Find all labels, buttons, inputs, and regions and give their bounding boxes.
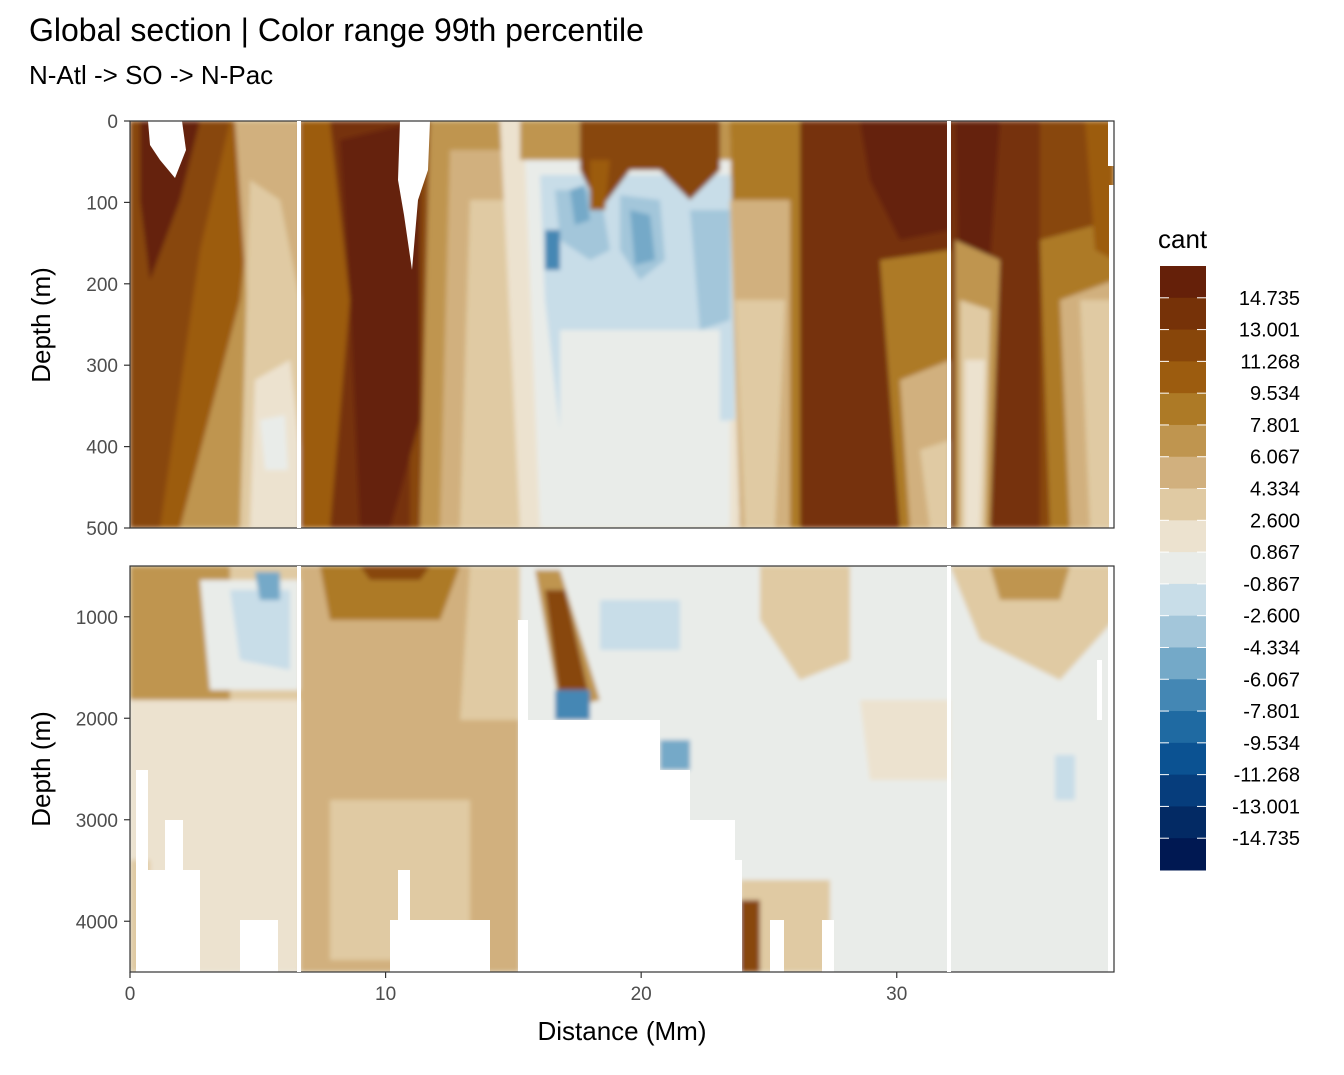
legend-label: -7.801: [1243, 701, 1300, 723]
legend-label: 13.001: [1239, 320, 1300, 342]
bathymetry-gap: [240, 920, 278, 972]
legend-label: 11.268: [1240, 351, 1300, 373]
y-tick-label: 300: [86, 356, 118, 377]
legend-swatch: [1160, 838, 1206, 871]
legend-swatch: [1160, 615, 1206, 648]
section-breaks: [297, 121, 951, 972]
legend-swatch: [1160, 329, 1206, 362]
bathymetry-gap: [390, 920, 490, 972]
legend-label: -11.268: [1234, 765, 1300, 787]
chart-title: Global section | Color range 99th percen…: [29, 12, 644, 48]
legend-label: -0.867: [1243, 574, 1300, 596]
legend-swatch: [1160, 424, 1206, 458]
y-tick-label: 4000: [76, 912, 118, 933]
legend-title: cant: [1158, 224, 1208, 254]
legend-label: 7.801: [1250, 415, 1300, 437]
bathymetry-gap: [1097, 660, 1102, 720]
y-axis-label-upper: Depth (m): [26, 267, 56, 383]
legend-label: -9.534: [1243, 733, 1300, 755]
legend-label: 4.334: [1250, 479, 1300, 501]
x-tick-label: 20: [631, 984, 652, 1005]
panel-lower-frame: [129, 565, 1115, 973]
legend-swatch: [1160, 711, 1206, 744]
legend-label: -13.001: [1232, 796, 1300, 818]
legend-swatch: [1160, 647, 1206, 680]
y-tick-label: 1000: [76, 608, 118, 629]
y-tick-label: 200: [86, 275, 118, 296]
legend-label: 14.735: [1239, 288, 1300, 310]
y-tick-label: 100: [86, 193, 118, 214]
legend-label: 0.867: [1250, 542, 1300, 564]
legend-label: 2.600: [1250, 510, 1300, 532]
heatmap-lower-panel: [130, 566, 1114, 972]
x-tick-label: 0: [125, 984, 136, 1005]
x-tick-label: 30: [886, 984, 907, 1005]
panel-upper-frame: [129, 120, 1115, 529]
bathymetry-gap: [770, 920, 784, 972]
legend: cant 14.735 13.001 11.268 9.534 7.801 6.067 4.…: [1158, 224, 1300, 871]
bathymetry-gap: [165, 820, 183, 870]
legend-label: 6.067: [1250, 447, 1300, 469]
legend-label: -4.334: [1243, 637, 1300, 659]
y-tick-label: 500: [86, 519, 118, 540]
legend-swatch: [1160, 679, 1206, 712]
legend-label: 9.534: [1250, 383, 1300, 405]
legend-label: -2.600: [1243, 606, 1300, 628]
y-tick-label: 3000: [76, 811, 118, 832]
legend-swatch: [1160, 552, 1206, 585]
y-tick-label: 0: [107, 112, 118, 133]
bathymetry-gap: [1108, 566, 1114, 972]
legend-swatch: [1160, 361, 1206, 394]
bathymetry-gap: [735, 860, 742, 972]
y-tick-label: 2000: [76, 709, 118, 730]
legend-swatch: [1160, 393, 1206, 426]
bathymetry-gap: [398, 870, 410, 920]
legend-swatch: [1160, 520, 1206, 553]
heatmap-upper-panel: [130, 121, 1114, 528]
legend-swatch: [1160, 488, 1206, 521]
legend-swatch: [1160, 774, 1206, 807]
legend-swatch: [1160, 742, 1206, 776]
x-axis-label: Distance (Mm): [537, 1016, 706, 1046]
chart-subtitle: N-Atl -> SO -> N-Pac: [29, 60, 273, 90]
bathymetry-gap: [690, 820, 735, 972]
bathymetry-gap: [610, 720, 660, 750]
legend-swatch: [1160, 266, 1206, 299]
legend-swatch: [1160, 297, 1206, 331]
y-axis-label-lower: Depth (m): [26, 711, 56, 827]
legend-swatch: [1160, 583, 1206, 617]
bathymetry-gap: [822, 920, 834, 972]
bathymetry-gap: [518, 720, 660, 972]
legend-label: -6.067: [1243, 669, 1300, 691]
y-tick-label: 400: [86, 438, 118, 459]
bathymetry-gap: [518, 620, 528, 720]
bathymetry-gap: [136, 870, 200, 972]
bathymetry-gap: [660, 770, 690, 972]
legend-swatch: [1160, 806, 1206, 839]
legend-swatch: [1160, 456, 1206, 490]
x-tick-label: 10: [375, 984, 396, 1005]
legend-label: -14.735: [1232, 828, 1300, 850]
